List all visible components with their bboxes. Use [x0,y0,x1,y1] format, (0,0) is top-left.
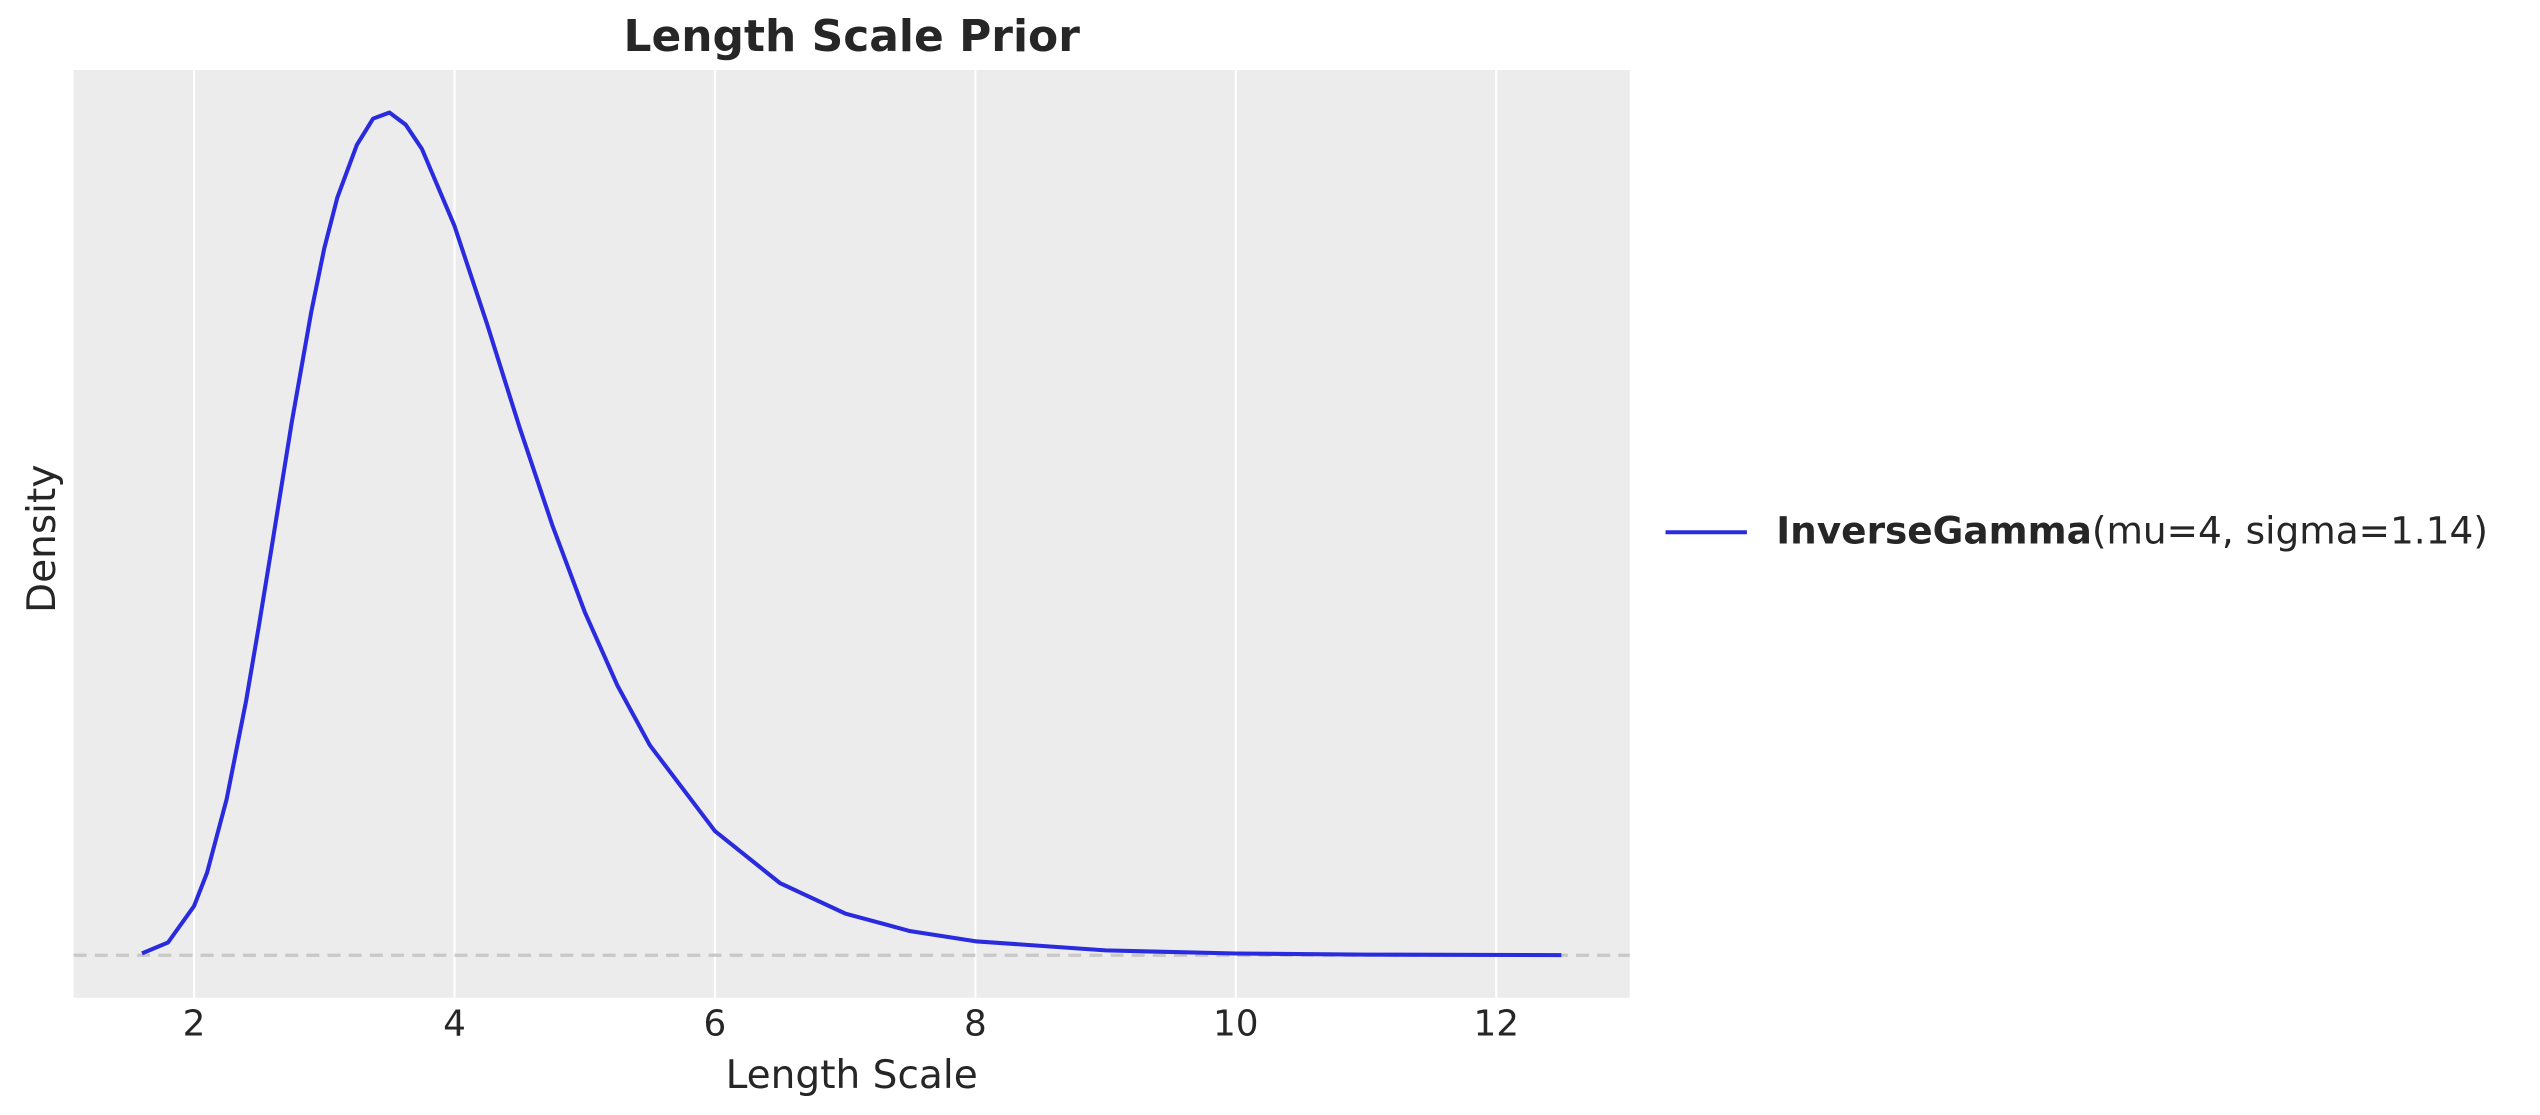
legend-label-bold: InverseGamma [1776,508,2092,552]
x-tick-label: 2 [183,1003,206,1044]
plot-area [73,69,1630,998]
x-tick-label: 10 [1213,1003,1259,1044]
y-axis-label: Density [20,465,65,613]
x-tick-label: 4 [443,1003,466,1044]
x-tick-label: 8 [964,1003,987,1044]
legend-label-rest: (mu=4, sigma=1.14) [2092,508,2488,552]
legend-label: InverseGamma(mu=4, sigma=1.14) [1776,508,2488,552]
line [141,110,1562,958]
x-tick-label: 6 [704,1003,727,1044]
x-axis-label: Length Scale [726,1053,978,1098]
chart-title: Length Scale Prior [623,11,1080,62]
x-tick-label: 12 [1473,1003,1519,1044]
